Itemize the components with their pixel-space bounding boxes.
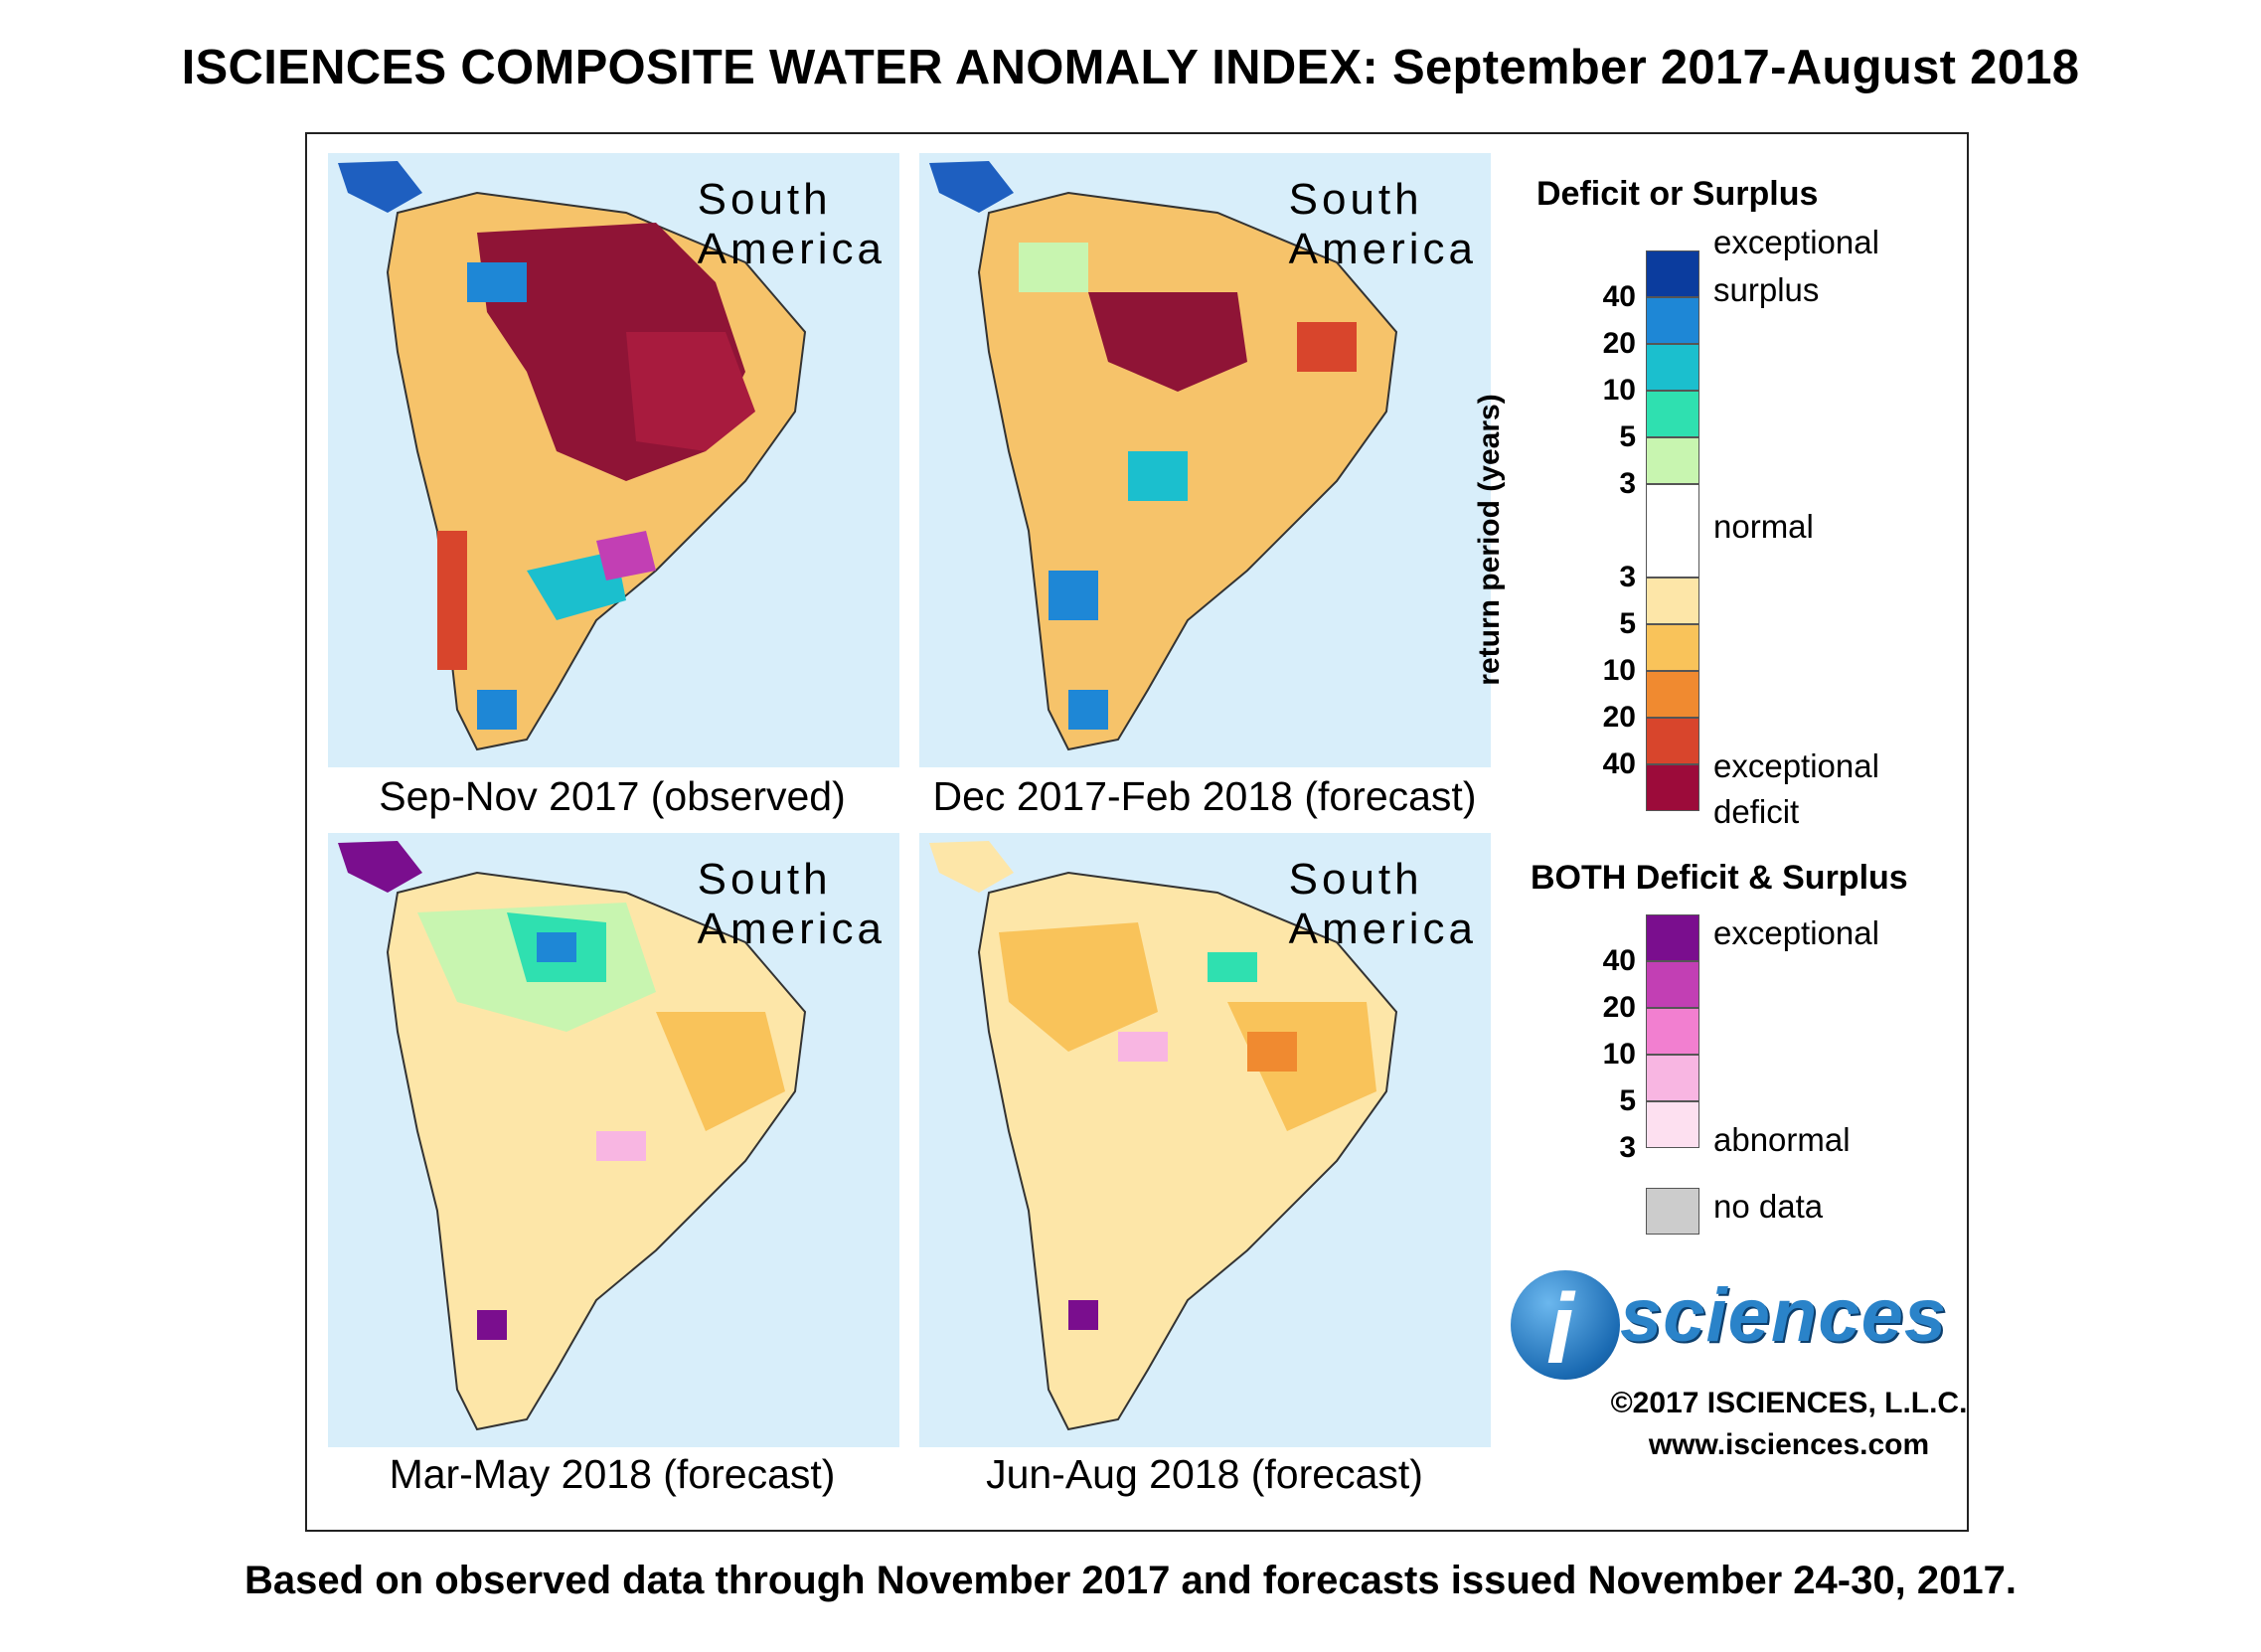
caption-sep-nov-2017: Sep-Nov 2017 (observed) bbox=[379, 773, 846, 819]
caption-jun-aug-2018: Jun-Aug 2018 (forecast) bbox=[986, 1451, 1423, 1497]
tick-both-3: 3 bbox=[1619, 1131, 1636, 1164]
swatch-deficit-exceptional bbox=[1646, 764, 1699, 811]
swatch-deficit-3 bbox=[1646, 578, 1699, 624]
swatch-deficit-5 bbox=[1646, 624, 1699, 671]
swatch-surplus-5 bbox=[1646, 437, 1699, 484]
tick-surplus-20: 20 bbox=[1602, 327, 1636, 360]
map-panel-dec-feb-2018: South America bbox=[919, 153, 1491, 767]
label-exceptional-surplus: exceptional bbox=[1713, 224, 1879, 260]
label-no-data: no data bbox=[1713, 1188, 1824, 1225]
swatch-surplus-20 bbox=[1646, 344, 1699, 391]
label-surplus: surplus bbox=[1713, 271, 1820, 308]
map-panel-jun-aug-2018: South America bbox=[919, 833, 1491, 1447]
logo-disc-icon bbox=[1511, 1270, 1620, 1380]
label-deficit: deficit bbox=[1713, 793, 1800, 830]
label-both-exceptional: exceptional bbox=[1713, 914, 1879, 951]
legend-axis-title: return period (years) bbox=[1473, 394, 1506, 686]
swatch-both-exceptional bbox=[1646, 914, 1699, 961]
tick-both-10: 10 bbox=[1602, 1038, 1636, 1071]
tick-surplus-5: 5 bbox=[1619, 420, 1636, 453]
swatch-both-abnormal bbox=[1646, 1101, 1699, 1148]
swatch-no-data bbox=[1646, 1188, 1699, 1235]
tick-deficit-10: 10 bbox=[1602, 654, 1636, 687]
page-title: ISCIENCES COMPOSITE WATER ANOMALY INDEX:… bbox=[181, 41, 2080, 94]
tick-both-20: 20 bbox=[1602, 991, 1636, 1024]
swatch-deficit-20 bbox=[1646, 718, 1699, 764]
logo-letter: i bbox=[1546, 1273, 1574, 1385]
swatch-surplus-exceptional bbox=[1646, 250, 1699, 297]
swatch-both-20 bbox=[1646, 1008, 1699, 1055]
region-label: South America bbox=[697, 175, 886, 273]
label-both-abnormal: abnormal bbox=[1713, 1121, 1851, 1158]
map-panel-mar-may-2018: South America bbox=[328, 833, 899, 1447]
label-exceptional-deficit: exceptional bbox=[1713, 747, 1879, 784]
tick-both-5: 5 bbox=[1619, 1084, 1636, 1117]
website-link[interactable]: www.isciences.com bbox=[1648, 1428, 1930, 1461]
region-label: South America bbox=[697, 855, 886, 953]
south-america-map bbox=[338, 841, 807, 1431]
region-label: South America bbox=[1288, 855, 1477, 953]
tick-deficit-20: 20 bbox=[1602, 701, 1636, 734]
footer-note: Based on observed data through November … bbox=[244, 1559, 2017, 1602]
map-panel-sep-nov-2017: South America bbox=[328, 153, 899, 767]
copyright: ©2017 ISCIENCES, L.L.C. bbox=[1610, 1387, 1968, 1419]
tick-deficit-5: 5 bbox=[1619, 607, 1636, 640]
legend-both-title: BOTH Deficit & Surplus bbox=[1531, 859, 1908, 897]
tick-surplus-40: 40 bbox=[1602, 280, 1636, 313]
south-america-map bbox=[929, 161, 1398, 751]
logo-word: sciences bbox=[1620, 1273, 1948, 1358]
tick-surplus-10: 10 bbox=[1602, 374, 1636, 407]
caption-dec-feb-2018: Dec 2017-Feb 2018 (forecast) bbox=[932, 773, 1477, 819]
tick-deficit-3: 3 bbox=[1619, 561, 1636, 593]
tick-both-40: 40 bbox=[1602, 944, 1636, 977]
swatch-normal bbox=[1646, 484, 1699, 578]
tick-surplus-3: 3 bbox=[1619, 467, 1636, 500]
swatch-both-10 bbox=[1646, 1055, 1699, 1101]
figure-frame bbox=[305, 132, 1969, 1532]
caption-mar-may-2018: Mar-May 2018 (forecast) bbox=[389, 1451, 836, 1497]
label-normal: normal bbox=[1713, 508, 1814, 545]
region-label: South America bbox=[1288, 175, 1477, 273]
isciences-logo: i sciences bbox=[1511, 1270, 1958, 1385]
legend-deficit-surplus-title: Deficit or Surplus bbox=[1536, 175, 1819, 213]
swatch-both-40 bbox=[1646, 961, 1699, 1008]
swatch-surplus-10 bbox=[1646, 391, 1699, 437]
tick-deficit-40: 40 bbox=[1602, 747, 1636, 780]
swatch-surplus-40 bbox=[1646, 297, 1699, 344]
swatch-deficit-10 bbox=[1646, 671, 1699, 718]
south-america-map bbox=[929, 841, 1398, 1431]
south-america-map bbox=[338, 161, 807, 751]
